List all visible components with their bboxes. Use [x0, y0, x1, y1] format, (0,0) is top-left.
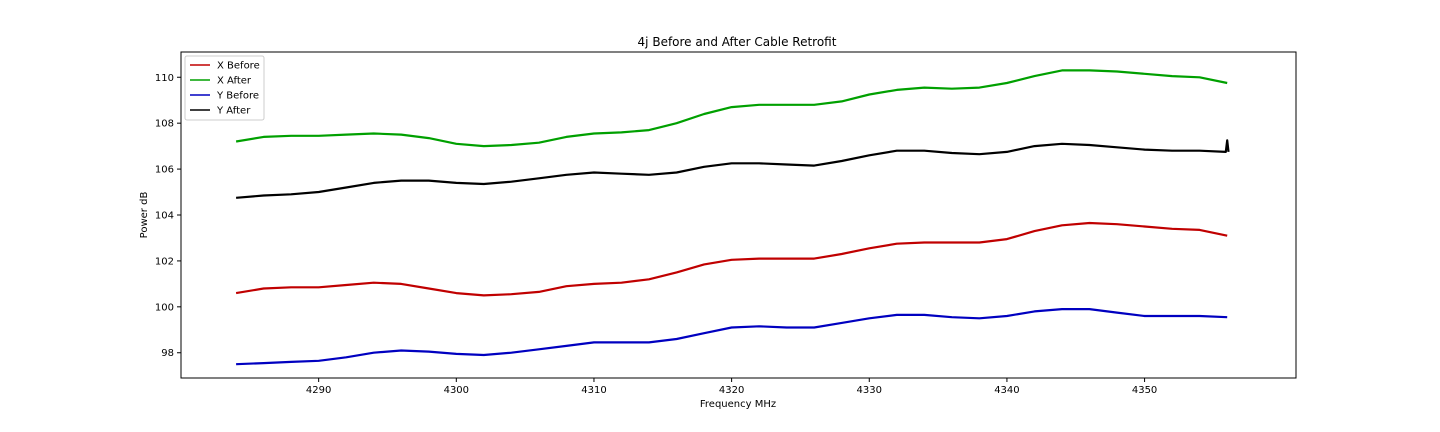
y-tick-label: 102 — [155, 256, 174, 267]
legend-label: Y After — [216, 106, 251, 117]
legend-label: Y Before — [216, 91, 259, 102]
series-line-0 — [235, 221, 1228, 297]
x-axis-label: Frequency MHz — [700, 399, 776, 410]
plot-area — [235, 69, 1230, 366]
y-axis: 98 100 102 104 106 108 110 — [155, 73, 181, 359]
y-tick-label: 106 — [155, 165, 174, 176]
y-tick-label: 98 — [161, 348, 174, 359]
y-tick-label: 108 — [155, 119, 174, 130]
series-line-3 — [236, 139, 1230, 199]
x-tick-label: 4340 — [994, 385, 1019, 396]
y-tick-label: 110 — [155, 73, 174, 84]
chart-title: 4j Before and After Cable Retrofit — [638, 35, 837, 49]
x-tick-label: 4300 — [444, 385, 469, 396]
series-line-2 — [236, 308, 1228, 366]
x-tick-label: 4310 — [581, 385, 606, 396]
x-tick-label: 4320 — [719, 385, 744, 396]
legend-label: X After — [217, 76, 252, 87]
y-tick-label: 104 — [155, 211, 174, 222]
y-axis-label: Power dB — [139, 192, 150, 239]
x-tick-label: 4330 — [857, 385, 882, 396]
legend-label: X Before — [217, 61, 260, 72]
x-tick-label: 4290 — [306, 385, 331, 396]
x-axis: 4290 4300 4310 4320 4330 4340 4350 — [306, 378, 1157, 396]
series-line-1 — [235, 69, 1228, 148]
legend: X Before X After Y Before Y After — [184, 55, 265, 121]
x-tick-label: 4350 — [1132, 385, 1157, 396]
legend-box — [184, 55, 265, 121]
y-tick-label: 100 — [155, 302, 174, 313]
